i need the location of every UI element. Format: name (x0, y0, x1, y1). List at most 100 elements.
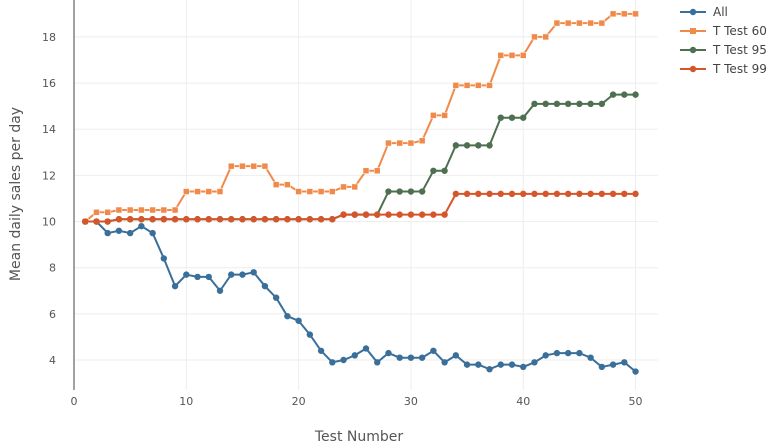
data-point (295, 317, 302, 324)
data-point (261, 162, 269, 170)
data-point (531, 100, 538, 108)
legend-item[interactable]: All (680, 5, 728, 19)
data-point (216, 216, 224, 223)
data-point (621, 91, 628, 98)
data-point (171, 206, 179, 214)
data-point (183, 188, 190, 195)
data-point (362, 345, 370, 352)
data-point (452, 82, 460, 89)
data-point (418, 354, 426, 361)
data-point (542, 33, 549, 41)
data-point (261, 216, 269, 223)
data-point (171, 216, 179, 223)
data-point (340, 211, 347, 218)
data-point (475, 361, 482, 368)
data-point (272, 181, 280, 188)
y-tick-label: 4 (49, 354, 56, 367)
data-point (598, 190, 606, 198)
data-point (609, 190, 617, 198)
data-point (250, 269, 257, 276)
series-line (85, 93, 636, 223)
data-point (475, 142, 482, 149)
data-point (351, 183, 359, 191)
data-point (126, 229, 134, 237)
data-point (340, 356, 347, 364)
data-point (486, 190, 493, 198)
legend-label: T Test 99 (712, 62, 767, 76)
legend-label: T Test 95 (712, 43, 767, 57)
series-line (85, 220, 637, 373)
data-point (486, 82, 493, 89)
data-point (564, 19, 572, 27)
data-point (351, 352, 358, 359)
series-lines (81, 10, 639, 375)
legend-swatch-marker (689, 46, 697, 54)
data-point (385, 188, 392, 195)
data-point (609, 91, 617, 98)
data-point (463, 82, 471, 89)
data-point (418, 211, 426, 218)
data-point (239, 271, 246, 278)
data-point (194, 273, 201, 281)
series-t-test-95 (82, 91, 639, 225)
data-point (205, 273, 212, 281)
legend-item[interactable]: T Test 99 (680, 62, 767, 76)
data-point (373, 167, 381, 175)
data-point (587, 100, 594, 108)
data-point (138, 206, 145, 214)
data-point (497, 52, 505, 59)
data-point (542, 100, 549, 108)
y-tick-label: 8 (49, 262, 56, 275)
legend[interactable]: All T Test 60 T Test 95 T Test 99 (680, 5, 767, 76)
data-point (194, 188, 201, 195)
data-point (598, 19, 606, 27)
legend-swatch-marker (689, 8, 697, 16)
series-all (82, 218, 639, 375)
data-point (621, 190, 628, 198)
data-point (452, 190, 460, 198)
legend-swatch-marker (689, 65, 697, 73)
data-point (430, 112, 437, 119)
legend-item[interactable]: T Test 60 (680, 24, 767, 38)
data-point (250, 216, 257, 223)
data-point (272, 216, 280, 223)
data-point (149, 216, 156, 223)
data-point (632, 190, 639, 198)
x-tick-label: 30 (404, 395, 418, 408)
legend-item[interactable]: T Test 95 (680, 43, 767, 57)
data-point (553, 190, 561, 198)
data-point (407, 211, 415, 218)
data-point (632, 368, 639, 375)
data-point (138, 216, 145, 223)
x-tick-label: 0 (71, 395, 78, 408)
data-point (486, 142, 493, 149)
data-point (497, 190, 504, 198)
data-point (329, 188, 336, 195)
data-point (115, 227, 123, 234)
data-point (93, 218, 100, 225)
data-point (632, 10, 639, 18)
data-point (508, 361, 516, 368)
data-point (306, 216, 314, 223)
data-point (396, 139, 403, 147)
data-point (418, 137, 426, 145)
data-point (520, 190, 527, 198)
data-point (183, 216, 190, 223)
data-point (284, 216, 291, 223)
data-point (385, 139, 392, 147)
x-tick-label: 40 (516, 395, 530, 408)
y-tick-label: 14 (42, 123, 56, 136)
data-point (228, 271, 235, 278)
data-point (183, 271, 190, 278)
data-point (407, 354, 415, 361)
data-point (228, 216, 235, 223)
data-point (609, 10, 617, 18)
data-point (632, 91, 639, 98)
data-point (295, 216, 302, 223)
data-point (171, 282, 179, 290)
data-point (261, 282, 269, 290)
y-tick-label: 10 (42, 216, 56, 229)
data-point (441, 112, 448, 119)
data-point (216, 287, 224, 294)
